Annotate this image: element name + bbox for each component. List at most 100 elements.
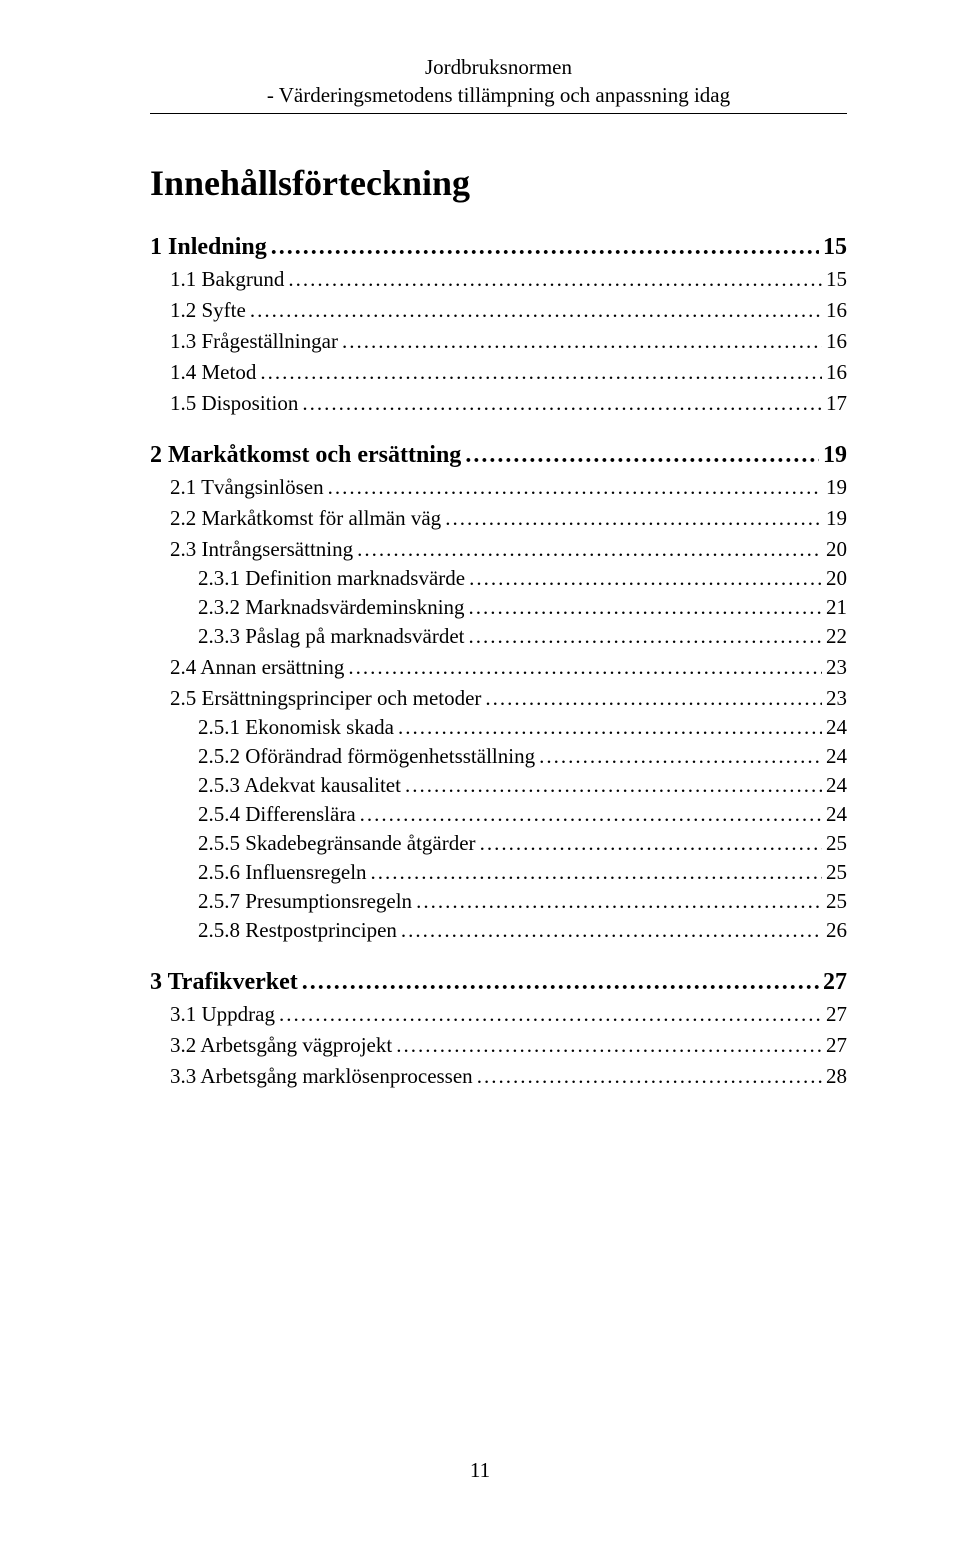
page-number-footer: 11	[0, 1458, 960, 1483]
toc-entry-page: 19	[826, 475, 847, 500]
toc-entry-label: 2.5.5 Skadebegränsande åtgärder	[198, 831, 476, 856]
toc-entry: 2.5.5 Skadebegränsande åtgärder 25	[150, 831, 847, 856]
toc-entry: 2.5.1 Ekonomisk skada 24	[150, 715, 847, 740]
toc-entry: 1.2 Syfte 16	[150, 298, 847, 323]
toc-entry: 1.1 Bakgrund 15	[150, 267, 847, 292]
toc-entry-page: 22	[826, 624, 847, 649]
toc-entry-label: 1.3 Frågeställningar	[170, 329, 338, 354]
toc-entry: 2.5.8 Restpostprincipen26	[150, 918, 847, 943]
toc-leader	[357, 537, 822, 562]
toc-entry-page: 25	[826, 889, 847, 914]
toc-entry-label: 2.5.1 Ekonomisk skada	[198, 715, 394, 740]
toc-entry-label: 1.1 Bakgrund	[170, 267, 284, 292]
toc-leader	[271, 234, 819, 261]
toc-entry-page: 25	[826, 831, 847, 856]
toc-leader	[465, 442, 819, 469]
toc-entry: 3.2 Arbetsgång vägprojekt 27	[150, 1033, 847, 1058]
toc-entry: 1.3 Frågeställningar 16	[150, 329, 847, 354]
toc-leader	[405, 773, 822, 798]
page: Jordbruksnormen - Värderingsmetodens til…	[0, 0, 960, 1541]
toc-entry: 3.1 Uppdrag 27	[150, 1002, 847, 1027]
toc-leader	[342, 329, 822, 354]
toc-entry: 2.5.3 Adekvat kausalitet 24	[150, 773, 847, 798]
toc-entry-page: 16	[826, 298, 847, 323]
toc-entry-label: 2.5.6 Influensregeln	[198, 860, 367, 885]
toc-entry-page: 28	[826, 1064, 847, 1089]
toc-leader	[398, 715, 822, 740]
toc-leader	[396, 1033, 822, 1058]
toc-leader	[416, 889, 822, 914]
toc-leader	[360, 802, 822, 827]
toc-entry-page: 26	[826, 918, 847, 943]
toc-leader	[371, 860, 822, 885]
toc-entry-page: 23	[826, 655, 847, 680]
toc-entry-label: 2.5 Ersättningsprinciper och metoder	[170, 686, 481, 711]
toc-entry-page: 16	[826, 329, 847, 354]
toc-entry: 1 Inledning15	[150, 234, 847, 261]
toc-entry-label: 2.5.3 Adekvat kausalitet	[198, 773, 401, 798]
toc-entry-page: 24	[826, 715, 847, 740]
toc-leader	[250, 298, 822, 323]
toc-entry-page: 24	[826, 773, 847, 798]
toc-entry-page: 17	[826, 391, 847, 416]
toc-leader	[477, 1064, 822, 1089]
toc-entry-label: 1.2 Syfte	[170, 298, 246, 323]
toc-entry-page: 25	[826, 860, 847, 885]
toc-entry-page: 16	[826, 360, 847, 385]
toc-leader	[469, 624, 822, 649]
toc-entry-label: 2.5.4 Differenslära	[198, 802, 356, 827]
toc-entry-label: 2.3.1 Definition marknadsvärde	[198, 566, 465, 591]
toc-entry: 2.3.2 Marknadsvärdeminskning 21	[150, 595, 847, 620]
toc-leader	[328, 475, 822, 500]
toc-title: Innehållsförteckning	[150, 162, 847, 204]
toc-entry: 2.3 Intrångsersättning 20	[150, 537, 847, 562]
toc-entry: 2.3.3 Påslag på marknadsvärdet 22	[150, 624, 847, 649]
toc-entry: 2.5.4 Differenslära 24	[150, 802, 847, 827]
toc-entry-label: 1 Inledning	[150, 234, 267, 261]
toc-entry-page: 23	[826, 686, 847, 711]
toc-entry: 1.5 Disposition 17	[150, 391, 847, 416]
toc-entry-label: 3.1 Uppdrag	[170, 1002, 275, 1027]
toc-entry: 3.3 Arbetsgång marklösenprocessen 28	[150, 1064, 847, 1089]
toc-entry-label: 2.1 Tvångsinlösen	[170, 475, 324, 500]
toc-entry: 2.5 Ersättningsprinciper och metoder 23	[150, 686, 847, 711]
toc-entry-page: 20	[826, 566, 847, 591]
toc-entry-label: 2.3.2 Marknadsvärdeminskning	[198, 595, 465, 620]
toc-leader	[302, 391, 822, 416]
toc-entry: 2.5.2 Oförändrad förmögenhetsställning24	[150, 744, 847, 769]
toc-entry: 3 Trafikverket 27	[150, 969, 847, 996]
toc-entry-page: 15	[826, 267, 847, 292]
toc-entry-page: 21	[826, 595, 847, 620]
toc-entry-page: 20	[826, 537, 847, 562]
toc-entry-page: 27	[826, 1033, 847, 1058]
toc-entry-label: 2.5.7 Presumptionsregeln	[198, 889, 412, 914]
toc-entry-page: 19	[826, 506, 847, 531]
toc-entry-label: 3 Trafikverket	[150, 969, 298, 996]
toc-entry: 2.4 Annan ersättning23	[150, 655, 847, 680]
toc-leader	[288, 267, 822, 292]
toc-entry-label: 2.2 Markåtkomst för allmän väg	[170, 506, 441, 531]
toc-entry: 2.5.6 Influensregeln 25	[150, 860, 847, 885]
toc-entry: 2 Markåtkomst och ersättning19	[150, 442, 847, 469]
toc-entry-label: 3.3 Arbetsgång marklösenprocessen	[170, 1064, 473, 1089]
toc-entry-label: 1.4 Metod	[170, 360, 256, 385]
toc-leader	[401, 918, 822, 943]
toc-entry-page: 27	[823, 969, 847, 996]
toc-leader	[480, 831, 822, 856]
toc-entry-label: 2.3.3 Påslag på marknadsvärdet	[198, 624, 465, 649]
toc-entry-label: 2.5.2 Oförändrad förmögenhetsställning	[198, 744, 535, 769]
toc-entry: 1.4 Metod 16	[150, 360, 847, 385]
running-head-line1: Jordbruksnormen	[150, 54, 847, 80]
running-head-line2: - Värderingsmetodens tillämpning och anp…	[150, 82, 847, 113]
toc-entry-label: 1.5 Disposition	[170, 391, 298, 416]
toc-entry-label: 3.2 Arbetsgång vägprojekt	[170, 1033, 392, 1058]
toc-leader	[348, 655, 822, 680]
toc-entry-page: 27	[826, 1002, 847, 1027]
toc-entry-page: 24	[826, 802, 847, 827]
toc-container: 1 Inledning151.1 Bakgrund151.2 Syfte161.…	[150, 234, 847, 1089]
toc-leader	[469, 595, 822, 620]
toc-entry: 2.2 Markåtkomst för allmän väg 19	[150, 506, 847, 531]
toc-leader	[539, 744, 822, 769]
toc-entry-label: 2.3 Intrångsersättning	[170, 537, 353, 562]
toc-entry: 2.1 Tvångsinlösen 19	[150, 475, 847, 500]
